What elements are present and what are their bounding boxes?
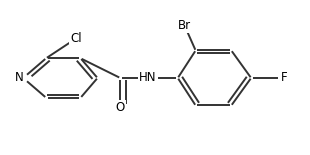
Text: Br: Br <box>178 19 191 32</box>
Text: O: O <box>116 101 125 114</box>
Text: F: F <box>281 71 287 84</box>
Text: HN: HN <box>139 71 157 84</box>
Text: N: N <box>15 71 23 84</box>
Text: Cl: Cl <box>70 32 82 45</box>
